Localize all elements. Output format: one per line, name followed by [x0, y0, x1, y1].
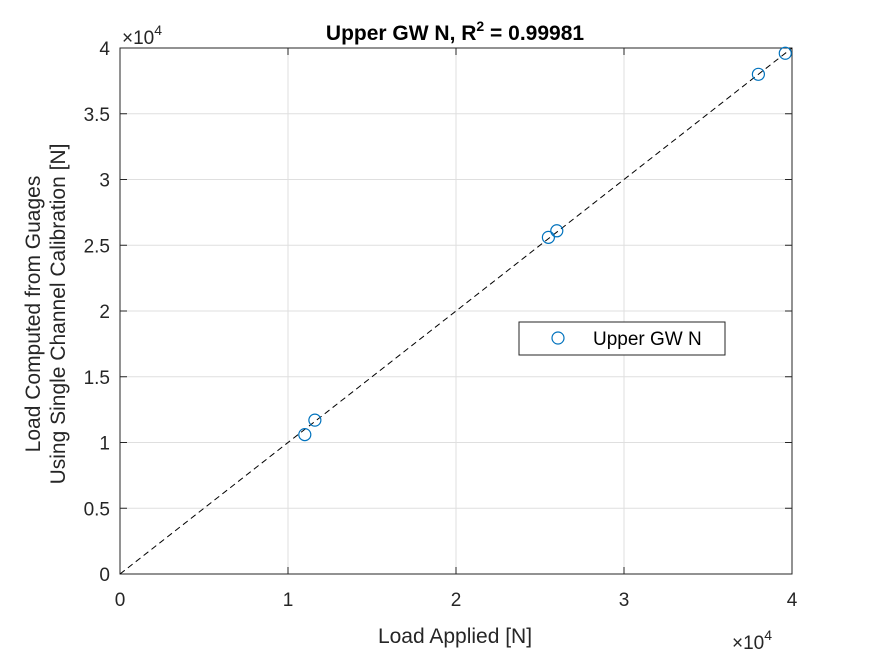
y-axis-label-group: Load Computed from Guages Using Single C… [22, 144, 70, 485]
data-points [298, 46, 792, 442]
x-exponent-prefix: ×10 [732, 633, 764, 654]
data-point [308, 413, 322, 427]
x-tick-labels: 0 1 2 3 4 [115, 590, 798, 611]
y-exponent-prefix: ×10 [122, 28, 154, 49]
legend-box [518, 321, 726, 356]
legend-marker-icon [551, 331, 565, 345]
y-tick-label: 1.5 [84, 368, 110, 389]
y-exponent-label: ×104 [122, 22, 162, 49]
y-tick-label: 4 [99, 39, 110, 60]
y-tick-label: 0 [99, 565, 110, 586]
x-exponent-power: 4 [764, 627, 772, 643]
data-point [298, 428, 312, 442]
x-tick-label: 2 [451, 590, 462, 611]
chart-title-value: = 0.99981 [484, 22, 584, 45]
legend[interactable]: Upper GW N [518, 321, 726, 356]
data-point [778, 46, 792, 60]
x-tick-label: 4 [787, 590, 798, 611]
x-tick-label: 3 [619, 590, 630, 611]
y-axis-label-line1: Load Computed from Guages [22, 176, 45, 453]
y-tick-label: 1 [99, 434, 110, 455]
data-point [550, 224, 564, 238]
x-tick-label: 1 [283, 590, 294, 611]
y-tick-label: 3 [99, 171, 110, 192]
legend-entry-upper-gw-n: Upper GW N [593, 329, 702, 350]
tick-marks [119, 47, 793, 575]
y-tick-label: 3.5 [84, 105, 110, 126]
y-tick-label: 2.5 [84, 236, 110, 257]
y-tick-label: 0.5 [84, 499, 110, 520]
data-point [751, 67, 766, 81]
chart-title-main: Upper GW N, R [326, 22, 477, 45]
y-tick-label: 2 [99, 302, 110, 323]
y-exponent-power: 4 [154, 22, 162, 38]
data-point [541, 230, 556, 244]
x-exponent-label: ×104 [732, 627, 772, 654]
chart-title: Upper GW N, R2 = 0.99981 [326, 18, 584, 45]
reference-line [119, 47, 793, 575]
x-tick-label: 0 [115, 590, 126, 611]
chart-title-superscript: 2 [476, 18, 484, 34]
y-axis-label-line2: Using Single Channel Calibration [N] [47, 144, 70, 485]
x-axis-label: Load Applied [N] [378, 625, 532, 648]
y-tick-labels: 0 0.5 1 1.5 2 2.5 3 3.5 4 [84, 39, 111, 586]
